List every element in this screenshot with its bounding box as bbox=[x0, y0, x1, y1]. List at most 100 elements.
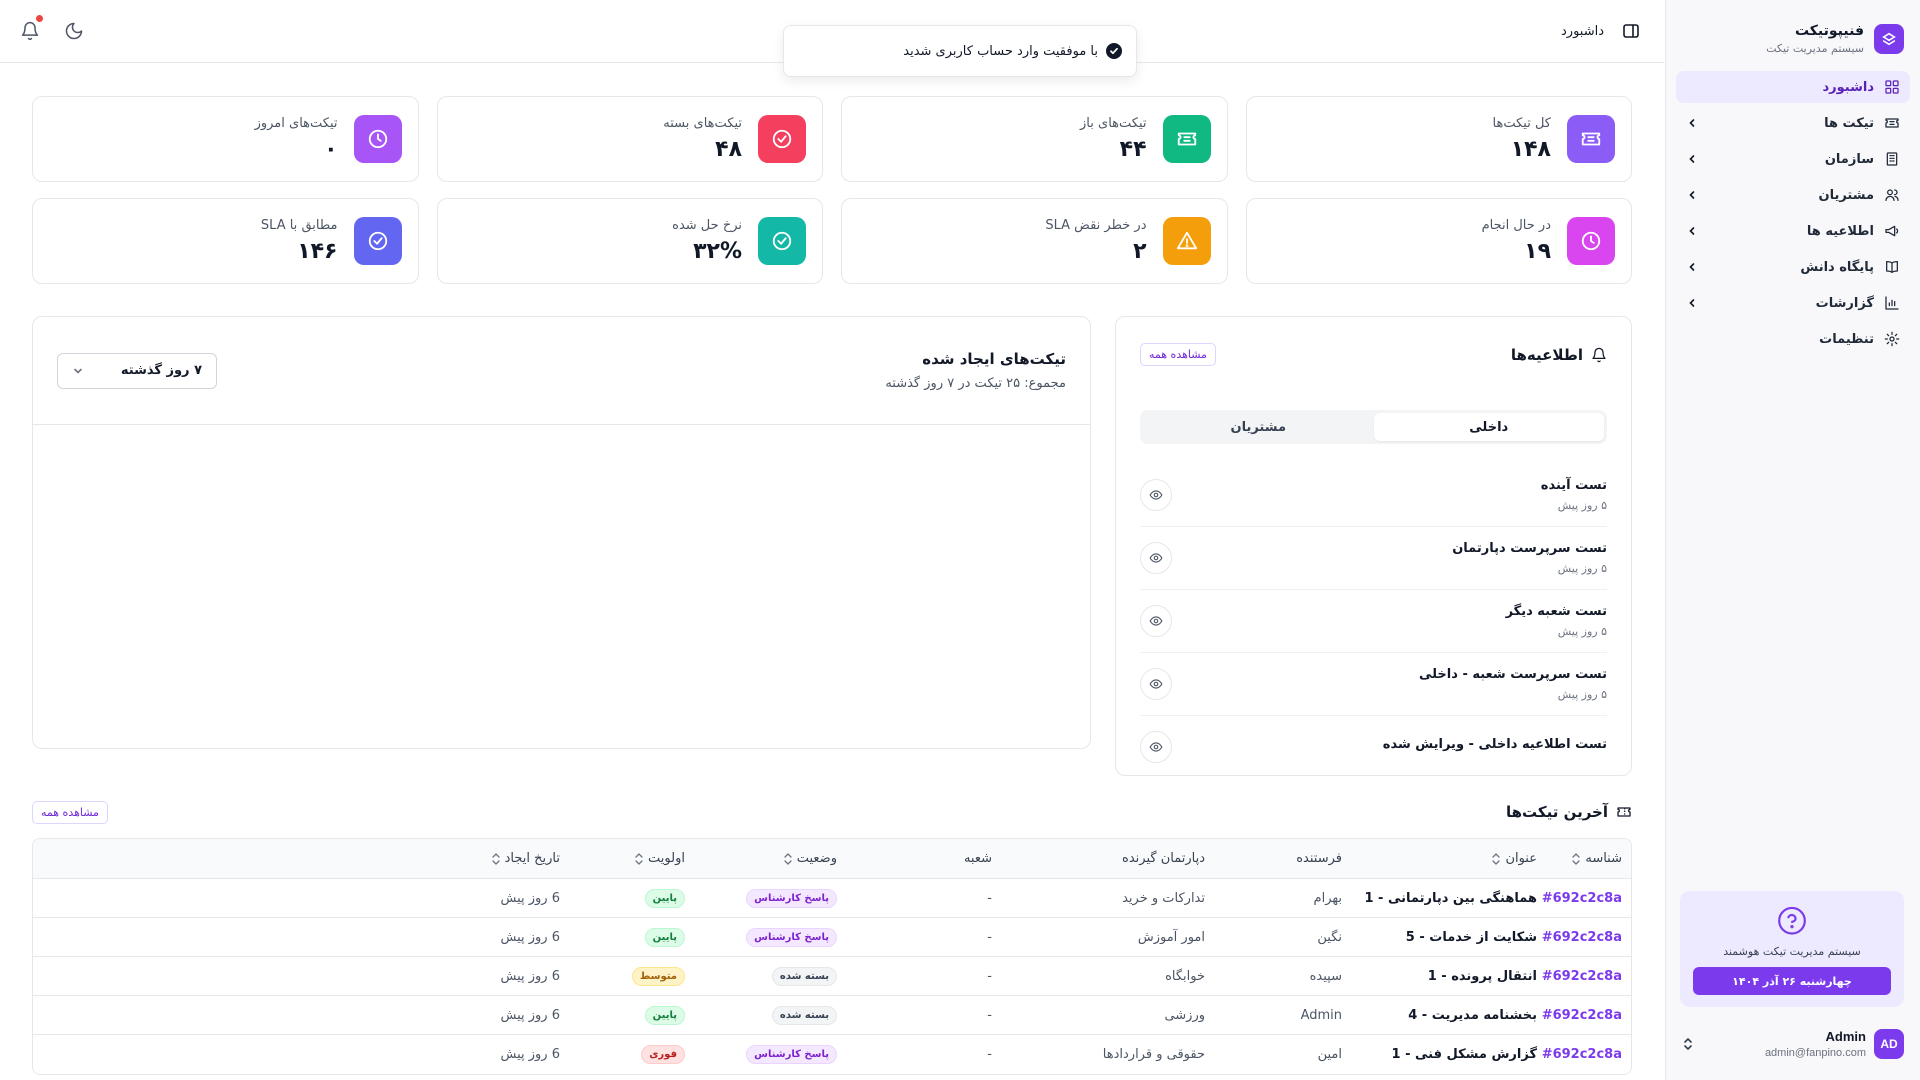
sidebar-item-7[interactable]: تنظیمات bbox=[1676, 323, 1910, 355]
ticket-title[interactable]: انتقال پرونده - 1 bbox=[1427, 968, 1537, 984]
priority-badge: پایین bbox=[644, 888, 685, 908]
theme-toggle-button[interactable] bbox=[64, 21, 84, 41]
sidebar-item-0[interactable]: داشبورد bbox=[1676, 71, 1910, 103]
status-badge: بسته شده bbox=[771, 1005, 837, 1025]
users-icon bbox=[1884, 187, 1900, 203]
announcement-title: تست شعبه دیگر bbox=[1505, 604, 1607, 619]
sort-icon bbox=[491, 852, 500, 865]
ticket-id-link[interactable]: #692c2c8a bbox=[1541, 968, 1622, 984]
ticket-title[interactable]: بخشنامه مدیریت - 4 bbox=[1408, 1007, 1537, 1023]
header-branch-label: شعبه bbox=[963, 851, 992, 866]
list-item[interactable]: تست آینده ۵ روز پیش bbox=[1140, 464, 1607, 527]
tickets-see-all-button[interactable]: مشاهده همه bbox=[32, 800, 108, 824]
header-status[interactable]: وضعیت bbox=[694, 851, 846, 866]
notifications-button[interactable] bbox=[20, 15, 43, 41]
stat-card: در حال انجام ۱۹ bbox=[1245, 198, 1632, 284]
ticket-sender: نگین bbox=[1317, 929, 1342, 945]
chart-subtitle: مجموع: ۲۵ تیکت در ۷ روز گذشته bbox=[885, 376, 1066, 391]
eye-icon[interactable] bbox=[1140, 731, 1172, 763]
ticket-sender: سپیده bbox=[1309, 968, 1342, 984]
table-row[interactable]: #692c2c8a شکایت از خدمات - 5 نگین امور آ… bbox=[33, 918, 1631, 957]
priority-badge: پایین bbox=[644, 1005, 685, 1025]
ticket-id-link[interactable]: #692c2c8a bbox=[1541, 1007, 1622, 1023]
sort-icon bbox=[1572, 852, 1581, 865]
announcements-see-all-button[interactable]: مشاهده همه bbox=[1140, 343, 1216, 366]
promo-date-button[interactable]: چهارشنبه ۲۶ آذر ۱۴۰۴ bbox=[1693, 967, 1891, 995]
announcements-card: اطلاعیه‌ها مشاهده همه داخلی مشتریان تست … bbox=[1115, 316, 1632, 776]
breadcrumb[interactable]: داشبورد bbox=[1561, 23, 1604, 39]
success-toast: با موفقیت وارد حساب کاربری شدید bbox=[783, 25, 1137, 77]
ticket-date: 6 روز پیش bbox=[500, 1047, 561, 1062]
table-row[interactable]: #692c2c8a بخشنامه مدیریت - 4 Admin ورزشی… bbox=[33, 996, 1631, 1035]
eye-icon[interactable] bbox=[1140, 542, 1172, 574]
ticket-date: 6 روز پیش bbox=[500, 890, 561, 906]
check-circle-icon bbox=[758, 115, 806, 163]
ticket-dept: ورزشی bbox=[1164, 1007, 1205, 1023]
tab-customers[interactable]: مشتریان bbox=[1230, 419, 1287, 435]
tickets-table: شناسه عنوان فرستنده دپارتمان گیرنده شعبه… bbox=[32, 838, 1632, 1075]
help-circle-icon bbox=[1778, 906, 1806, 935]
avatar: AD bbox=[1874, 1029, 1904, 1059]
brand-name: فنیپوتیکت bbox=[1794, 23, 1864, 39]
announcement-time: ۵ روز پیش bbox=[1557, 625, 1607, 638]
check-circle-icon bbox=[353, 217, 402, 265]
sidebar-item-6[interactable]: گزارشات bbox=[1676, 287, 1910, 319]
ticket-branch: - bbox=[987, 1047, 992, 1062]
header-id[interactable]: شناسه bbox=[1546, 851, 1631, 866]
announcement-title: تست سرپرست شعبه - داخلی bbox=[1418, 667, 1607, 682]
list-item[interactable]: تست سرپرست شعبه - داخلی ۵ روز پیش bbox=[1140, 653, 1607, 716]
sidebar-item-4[interactable]: اطلاعیه ها bbox=[1676, 215, 1910, 247]
header-title[interactable]: عنوان bbox=[1351, 851, 1546, 866]
announcement-time: ۵ روز پیش bbox=[1557, 688, 1607, 701]
eye-icon[interactable] bbox=[1140, 605, 1172, 637]
ticket-title[interactable]: شکایت از خدمات - 5 bbox=[1405, 929, 1537, 945]
sidebar-item-3[interactable]: مشتریان bbox=[1676, 179, 1910, 211]
brand-logo-icon[interactable] bbox=[1874, 24, 1904, 54]
stat-card: نرخ حل شده ۳۲% bbox=[436, 198, 823, 284]
clock-icon bbox=[353, 115, 402, 163]
stats-grid: کل تیکت‌ها ۱۴۸ تیکت‌های باز ۴۴ تیکت‌های … bbox=[32, 96, 1632, 284]
tab-internal[interactable]: داخلی bbox=[1373, 413, 1604, 441]
range-select-value: ۷ روز گذشته bbox=[120, 363, 202, 378]
user-menu[interactable]: AD Admin admin@fanpino.com bbox=[1680, 1024, 1904, 1064]
priority-badge: فوری bbox=[641, 1045, 685, 1064]
table-row[interactable]: #692c2c8a هماهنگی بین دپارتمانی - 1 بهرا… bbox=[33, 879, 1631, 918]
sidebar-item-label: گزارشات bbox=[1815, 295, 1874, 311]
header-priority-label: اولویت bbox=[648, 851, 685, 866]
announcement-tabs: داخلی مشتریان bbox=[1140, 410, 1607, 444]
sidebar-toggle-icon[interactable] bbox=[1622, 22, 1640, 40]
sidebar-item-1[interactable]: تیکت ها bbox=[1676, 107, 1910, 139]
announcements-title: اطلاعیه‌ها bbox=[1510, 345, 1583, 364]
ticket-id-link[interactable]: #692c2c8a bbox=[1541, 890, 1622, 906]
ticket-icon bbox=[1617, 807, 1631, 817]
stat-value: ۴۴ bbox=[1119, 137, 1147, 162]
ticket-id-link[interactable]: #692c2c8a bbox=[1541, 1047, 1622, 1062]
sort-icon bbox=[635, 852, 643, 865]
sidebar-item-5[interactable]: پایگاه دانش bbox=[1676, 251, 1910, 283]
stat-label: نرخ حل شده bbox=[672, 218, 742, 233]
range-select[interactable]: ۷ روز گذشته bbox=[57, 352, 217, 389]
header-date[interactable]: تاریخ ایجاد bbox=[444, 851, 569, 866]
ticket-sender: امین bbox=[1317, 1047, 1342, 1062]
chevrons-up-down-icon[interactable] bbox=[1680, 1036, 1696, 1052]
list-item[interactable]: تست اطلاعیه داخلی - ویرایش شده bbox=[1140, 716, 1607, 775]
ticket-id-link[interactable]: #692c2c8a bbox=[1541, 929, 1622, 945]
moon-icon bbox=[65, 22, 83, 40]
eye-icon[interactable] bbox=[1140, 668, 1172, 700]
stat-card: کل تیکت‌ها ۱۴۸ bbox=[1245, 96, 1632, 182]
list-item[interactable]: تست سرپرست دپارتمان ۵ روز پیش bbox=[1140, 527, 1607, 590]
list-item[interactable]: تست شعبه دیگر ۵ روز پیش bbox=[1140, 590, 1607, 653]
chevron-left-icon bbox=[1686, 153, 1698, 165]
header-priority[interactable]: اولویت bbox=[569, 851, 694, 866]
ticket-title[interactable]: گزارش مشکل فنی - 1 bbox=[1391, 1047, 1537, 1062]
eye-icon[interactable] bbox=[1140, 479, 1172, 511]
chart-icon bbox=[1884, 295, 1900, 311]
table-row[interactable]: #692c2c8a انتقال پرونده - 1 سپیده خوابگا… bbox=[33, 957, 1631, 996]
stat-label: مطابق با SLA bbox=[260, 218, 338, 233]
table-row[interactable]: #692c2c8a گزارش مشکل فنی - 1 امین حقوقی … bbox=[33, 1035, 1631, 1074]
building-icon bbox=[1884, 151, 1900, 167]
sidebar-item-2[interactable]: سازمان bbox=[1676, 143, 1910, 175]
brand: فنیپوتیکت سیستم مدیریت تیکت bbox=[1666, 0, 1920, 64]
ticket-title[interactable]: هماهنگی بین دپارتمانی - 1 bbox=[1364, 890, 1537, 906]
stat-label: تیکت‌های امروز bbox=[254, 116, 338, 131]
